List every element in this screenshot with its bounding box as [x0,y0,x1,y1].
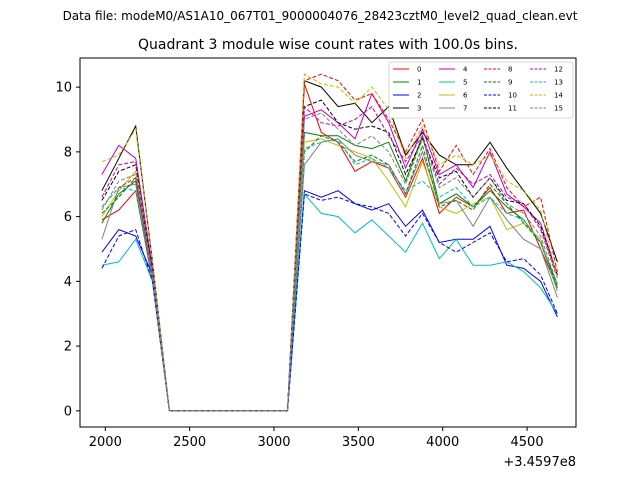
legend-label-10: 10 [508,92,517,100]
x-axis: 2000 2500 3000 3500 4000 4500 [89,427,544,450]
series-line-9 [101,135,558,412]
x-tick-label: 4000 [426,435,459,450]
legend-label-13: 13 [554,79,563,87]
legend-label-11: 11 [508,105,517,113]
legend-label-6: 6 [463,92,468,100]
y-tick-label: 10 [55,81,72,96]
legend-label-3: 3 [417,105,421,113]
legend-box [388,61,574,119]
x-tick-label: 2000 [89,435,122,450]
series-group [101,73,558,412]
y-tick-label: 2 [64,340,72,355]
series-line-15 [101,112,558,412]
x-axis-offset-label: +3.4597e8 [503,455,576,470]
series-line-12 [101,105,558,412]
y-tick-label: 0 [64,404,72,419]
legend-label-7: 7 [463,105,467,113]
x-tick-label: 2500 [173,435,206,450]
legend-label-0: 0 [417,66,421,74]
legend-label-12: 12 [554,66,563,74]
series-line-13 [101,138,558,412]
legend-label-1: 1 [417,79,421,87]
x-tick-label: 4500 [511,435,544,450]
legend-label-14: 14 [554,92,563,100]
x-tick-label: 3000 [257,435,290,450]
axes-frame [79,57,577,428]
y-axis: 0 2 4 6 8 10 [55,81,80,419]
y-tick-label: 4 [64,275,72,290]
legend-label-5: 5 [463,79,467,87]
legend-label-15: 15 [554,105,563,113]
plot-area [79,57,577,428]
x-tick-label: 3500 [342,435,375,450]
legend-label-4: 4 [463,66,468,74]
chart-title: Quadrant 3 module wise count rates with … [138,37,518,53]
figure-suptitle: Data file: modeM0/AS1A10_067T01_90000040… [63,9,578,23]
legend-label-9: 9 [508,79,512,87]
y-tick-label: 6 [64,210,72,225]
legend-label-2: 2 [417,92,421,100]
legend-label-8: 8 [508,66,512,74]
y-tick-label: 8 [64,145,72,160]
